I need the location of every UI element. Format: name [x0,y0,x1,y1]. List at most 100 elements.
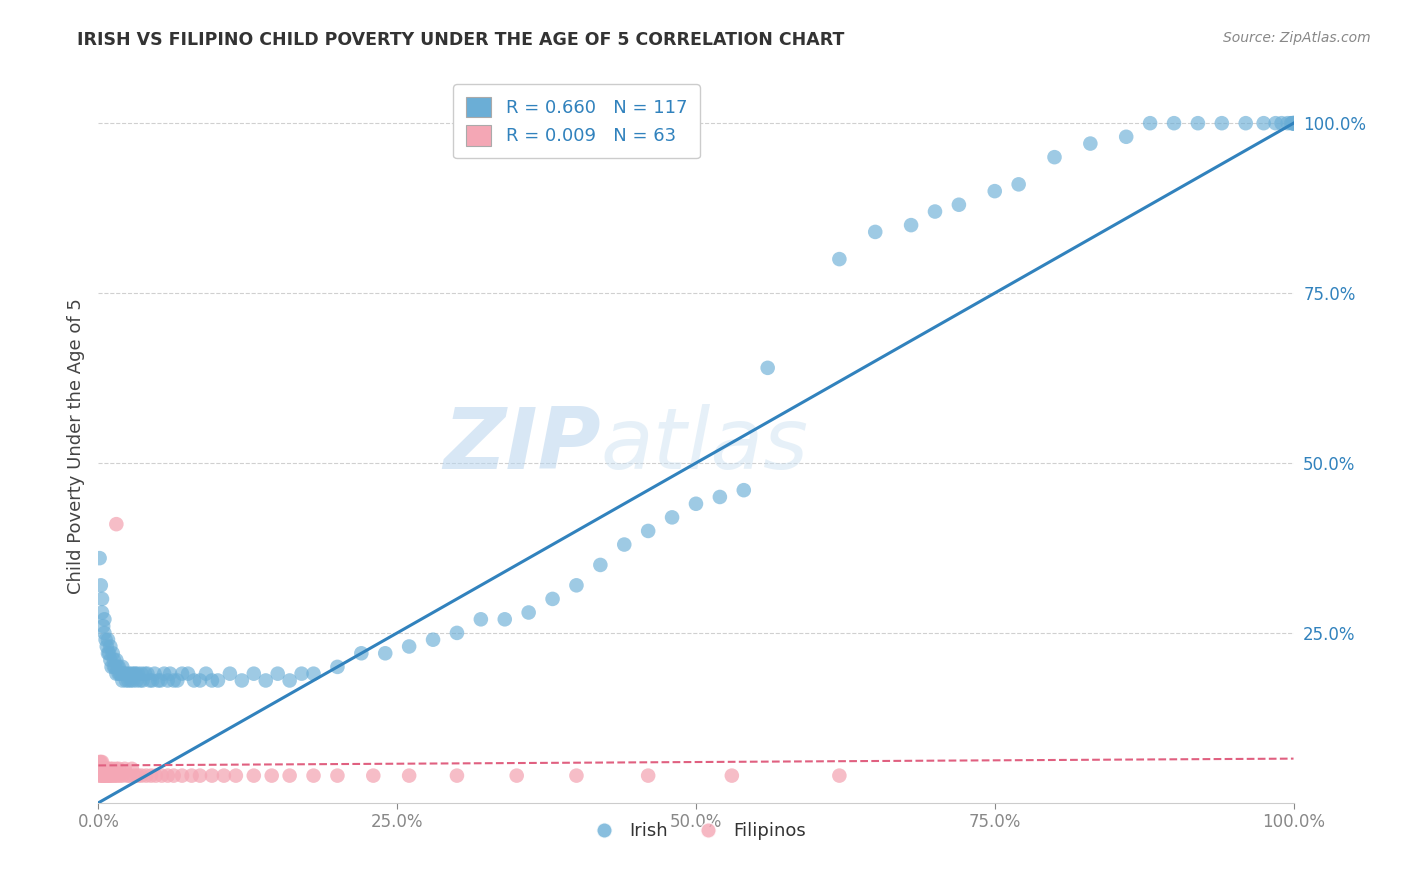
Point [661,510,683,524]
Point [166,673,188,688]
Point [326,769,349,783]
Point [278,673,301,688]
Point [91,619,114,633]
Point [156,673,179,688]
Point [98,769,122,783]
Point [139,673,162,688]
Point [108,769,131,783]
Point [637,524,659,538]
Point [243,769,266,783]
Point [231,673,253,688]
Point [117,673,139,688]
Point [90,578,112,592]
Point [135,769,157,783]
Point [398,769,420,783]
Point [613,537,636,551]
Point [97,646,120,660]
Point [98,646,121,660]
Point [129,673,152,688]
Point [89,755,111,769]
Point [1281,116,1303,130]
Point [91,769,114,783]
Point [93,762,115,776]
Point [114,762,136,776]
Point [103,653,125,667]
Point [225,769,247,783]
Point [163,769,186,783]
Point [98,762,122,776]
Point [1277,116,1299,130]
Text: IRISH VS FILIPINO CHILD POVERTY UNDER THE AGE OF 5 CORRELATION CHART: IRISH VS FILIPINO CHILD POVERTY UNDER TH… [77,31,845,49]
Point [118,666,141,681]
Point [865,225,887,239]
Point [108,666,131,681]
Point [91,591,114,606]
Point [121,666,143,681]
Point [124,666,146,681]
Point [131,769,153,783]
Point [212,769,235,783]
Point [136,666,159,681]
Point [709,490,731,504]
Point [93,769,115,783]
Point [1282,116,1305,130]
Point [163,673,186,688]
Point [1043,150,1066,164]
Point [1211,116,1233,130]
Point [101,646,124,660]
Text: atlas: atlas [600,404,808,488]
Point [150,769,173,783]
Point [111,660,134,674]
Point [1282,116,1305,130]
Point [131,673,153,688]
Point [900,218,922,232]
Point [90,769,112,783]
Point [104,769,127,783]
Point [733,483,755,498]
Point [1139,116,1161,130]
Point [90,755,112,769]
Point [721,769,744,783]
Y-axis label: Child Poverty Under the Age of 5: Child Poverty Under the Age of 5 [66,298,84,594]
Point [90,762,112,776]
Point [89,769,111,783]
Point [207,673,229,688]
Point [125,673,148,688]
Point [1264,116,1286,130]
Point [180,769,202,783]
Point [105,517,128,532]
Point [91,762,114,776]
Point [107,660,129,674]
Point [637,769,659,783]
Point [122,673,145,688]
Point [1282,116,1305,130]
Point [107,660,129,674]
Point [124,769,146,783]
Point [1008,178,1031,192]
Point [103,769,125,783]
Point [291,666,314,681]
Point [124,666,146,681]
Point [924,204,946,219]
Point [91,762,114,776]
Point [565,769,588,783]
Point [97,762,120,776]
Text: Source: ZipAtlas.com: Source: ZipAtlas.com [1223,31,1371,45]
Point [120,673,142,688]
Point [446,626,468,640]
Point [94,769,117,783]
Point [121,762,143,776]
Point [93,612,115,626]
Point [96,640,118,654]
Point [350,646,373,660]
Point [96,762,118,776]
Point [103,660,125,674]
Point [201,769,224,783]
Point [110,666,132,681]
Point [96,769,118,783]
Point [97,769,120,783]
Point [105,762,128,776]
Point [1279,116,1302,130]
Point [148,673,170,688]
Point [302,769,325,783]
